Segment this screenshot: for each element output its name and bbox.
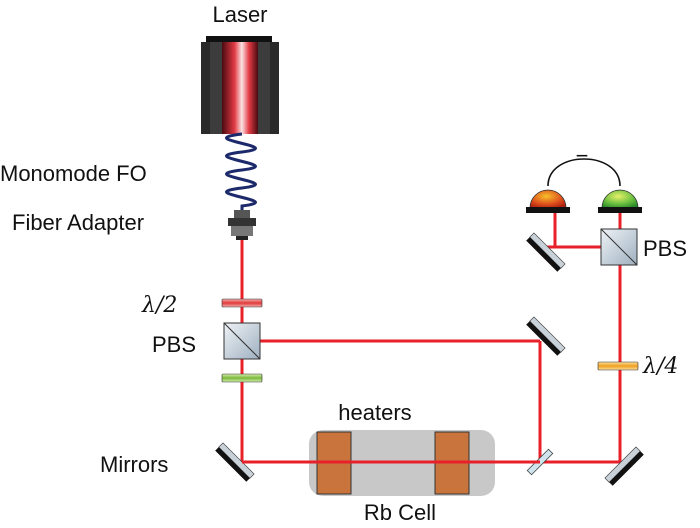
fiber-coil	[225, 132, 257, 212]
heaters-label: heaters	[338, 400, 411, 425]
pbs-left-label: PBS	[152, 332, 196, 357]
rb-cell-label: Rb Cell	[364, 500, 436, 523]
mirror-bottom-right	[604, 446, 644, 486]
photodetector-red	[526, 189, 570, 213]
quarter-wave-plate	[597, 361, 639, 371]
mirror-top-middle	[526, 316, 566, 356]
fiber-adapter	[228, 210, 256, 240]
half-wave-plate	[221, 298, 263, 308]
photodetector-green	[598, 189, 642, 213]
mirrors-label: Mirrors	[100, 452, 168, 477]
pbs-right-label: PBS	[643, 236, 687, 261]
mirror-bottom-left	[215, 442, 255, 482]
green-waveplate	[221, 373, 263, 383]
laser-source	[201, 36, 279, 134]
pbs-right	[600, 228, 638, 266]
fiber-adapter-label: Fiber Adapter	[12, 210, 144, 235]
difference-sign: −	[576, 143, 589, 168]
quarter-wave-label: λ/4	[642, 354, 678, 379]
fiber-label: Monomode FO	[0, 161, 147, 186]
laser-label: Laser	[212, 2, 267, 27]
half-wave-label: λ/2	[141, 293, 177, 318]
detector-wire	[547, 158, 621, 187]
pbs-left	[223, 322, 261, 360]
laser-beam	[240, 210, 622, 464]
mirror-top-right	[526, 232, 566, 272]
